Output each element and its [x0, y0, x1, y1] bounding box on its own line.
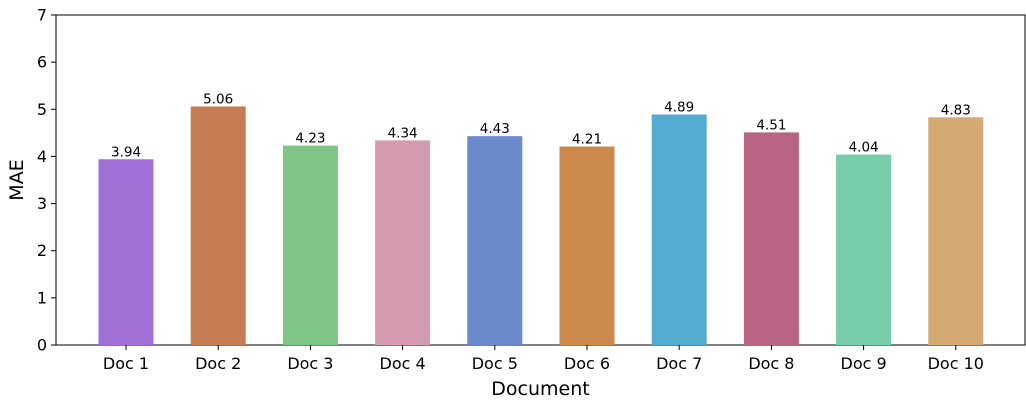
y-tick-label-4: 4: [37, 147, 47, 166]
y-tick-label-6: 6: [37, 53, 47, 72]
y-tick-label-3: 3: [37, 194, 47, 213]
plot-frame: [55, 14, 1026, 346]
x-tick-label-3: Doc 3: [287, 354, 333, 373]
y-tick-label-5: 5: [37, 100, 47, 119]
bar-10: [928, 117, 984, 345]
plot-area: [55, 14, 1026, 346]
x-tick-label-1: Doc 1: [103, 354, 149, 373]
x-axis: Doc 1 Doc 2 Doc 3 Doc 4 Doc 5 Doc 6 Doc 7 Doc 8…: [103, 345, 984, 373]
bar-5: [467, 136, 523, 345]
bar-value-label-5: 4.43: [480, 121, 510, 137]
bar-3: [282, 145, 338, 345]
bar-value-label-1: 3.94: [111, 144, 141, 160]
y-axis: 0 1 2 3 4 5 6 7: [37, 6, 56, 355]
bar-value-label-9: 4.04: [849, 140, 879, 156]
x-tick-label-7: Doc 7: [656, 354, 702, 373]
bar-7: [651, 114, 707, 345]
x-tick-label-8: Doc 8: [748, 354, 794, 373]
x-tick-label-9: Doc 9: [841, 354, 887, 373]
y-axis-title: MAE: [6, 159, 28, 200]
bar-value-label-8: 4.51: [756, 117, 786, 133]
bar-value-label-3: 4.23: [295, 131, 325, 147]
y-tick-label-0: 0: [37, 336, 47, 355]
bar-9: [836, 154, 892, 345]
y-tick-label-1: 1: [37, 288, 47, 307]
bar-2: [190, 106, 246, 345]
bars-group: [98, 106, 984, 345]
bar-value-label-6: 4.21: [572, 132, 602, 148]
x-axis-title: Document: [491, 378, 589, 400]
bar-4: [375, 140, 431, 345]
bar-value-label-2: 5.06: [203, 91, 233, 107]
bar-value-label-7: 4.89: [664, 99, 694, 115]
x-tick-label-4: Doc 4: [380, 354, 426, 373]
x-tick-label-10: Doc 10: [928, 354, 984, 373]
bar-value-label-4: 4.34: [388, 125, 418, 141]
y-tick-label-7: 7: [37, 6, 47, 25]
bar-value-label-10: 4.83: [941, 102, 971, 118]
y-tick-label-2: 2: [37, 241, 47, 260]
bar-8: [743, 132, 799, 345]
bar-1: [98, 159, 154, 345]
x-tick-label-2: Doc 2: [195, 354, 241, 373]
bar-6: [559, 146, 615, 345]
x-tick-label-6: Doc 6: [564, 354, 610, 373]
bar-value-labels: 3.94 5.06 4.23 4.34 4.43 4.21 4.89 4.51 4.04 4.83: [111, 91, 971, 160]
x-tick-label-5: Doc 5: [472, 354, 518, 373]
